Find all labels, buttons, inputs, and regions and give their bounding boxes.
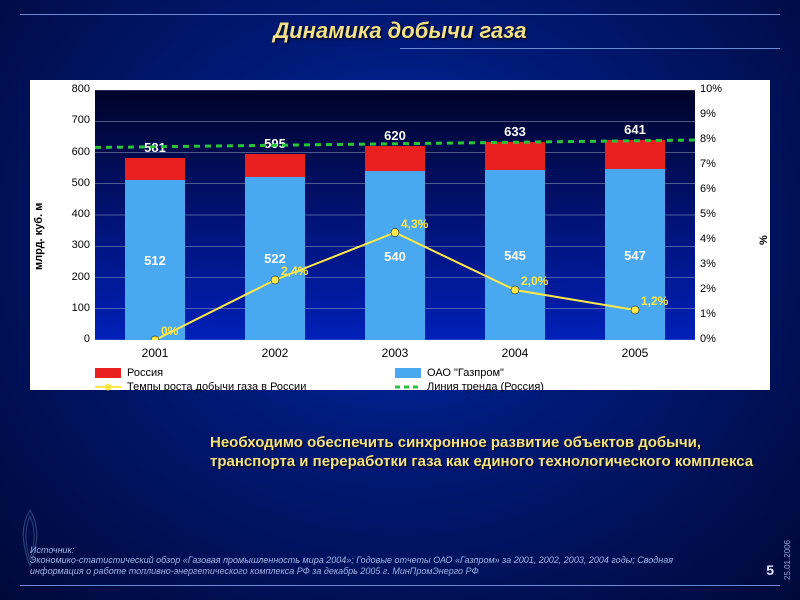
conclusion-text: Необходимо обеспечить синхронное развити… — [210, 434, 770, 472]
y-left-label: млрд. куб. м — [33, 203, 45, 270]
y-right-label: % — [758, 235, 770, 245]
plot-area: 581 512 595 522 620 540 633 545 641 — [95, 90, 695, 340]
legend: Россия ОАО "Газпром" Темпы роста добычи … — [95, 366, 695, 406]
side-date: 25.01.2006 — [783, 540, 792, 580]
legend-trend: Линия тренда (Россия) — [395, 380, 695, 394]
legend-russia: Россия — [95, 366, 395, 380]
gazprom-logo-icon — [10, 508, 50, 568]
page-number: 5 — [766, 562, 774, 578]
page-title: Динамика добычи газа — [0, 18, 800, 44]
overlay-lines — [95, 90, 695, 340]
subtitle-rule — [400, 48, 780, 49]
source-text: Источник: Экономико-статистический обзор… — [30, 545, 720, 576]
legend-gazprom: ОАО "Газпром" — [395, 366, 695, 380]
legend-growth: Темпы роста добычи газа в России — [95, 380, 395, 394]
